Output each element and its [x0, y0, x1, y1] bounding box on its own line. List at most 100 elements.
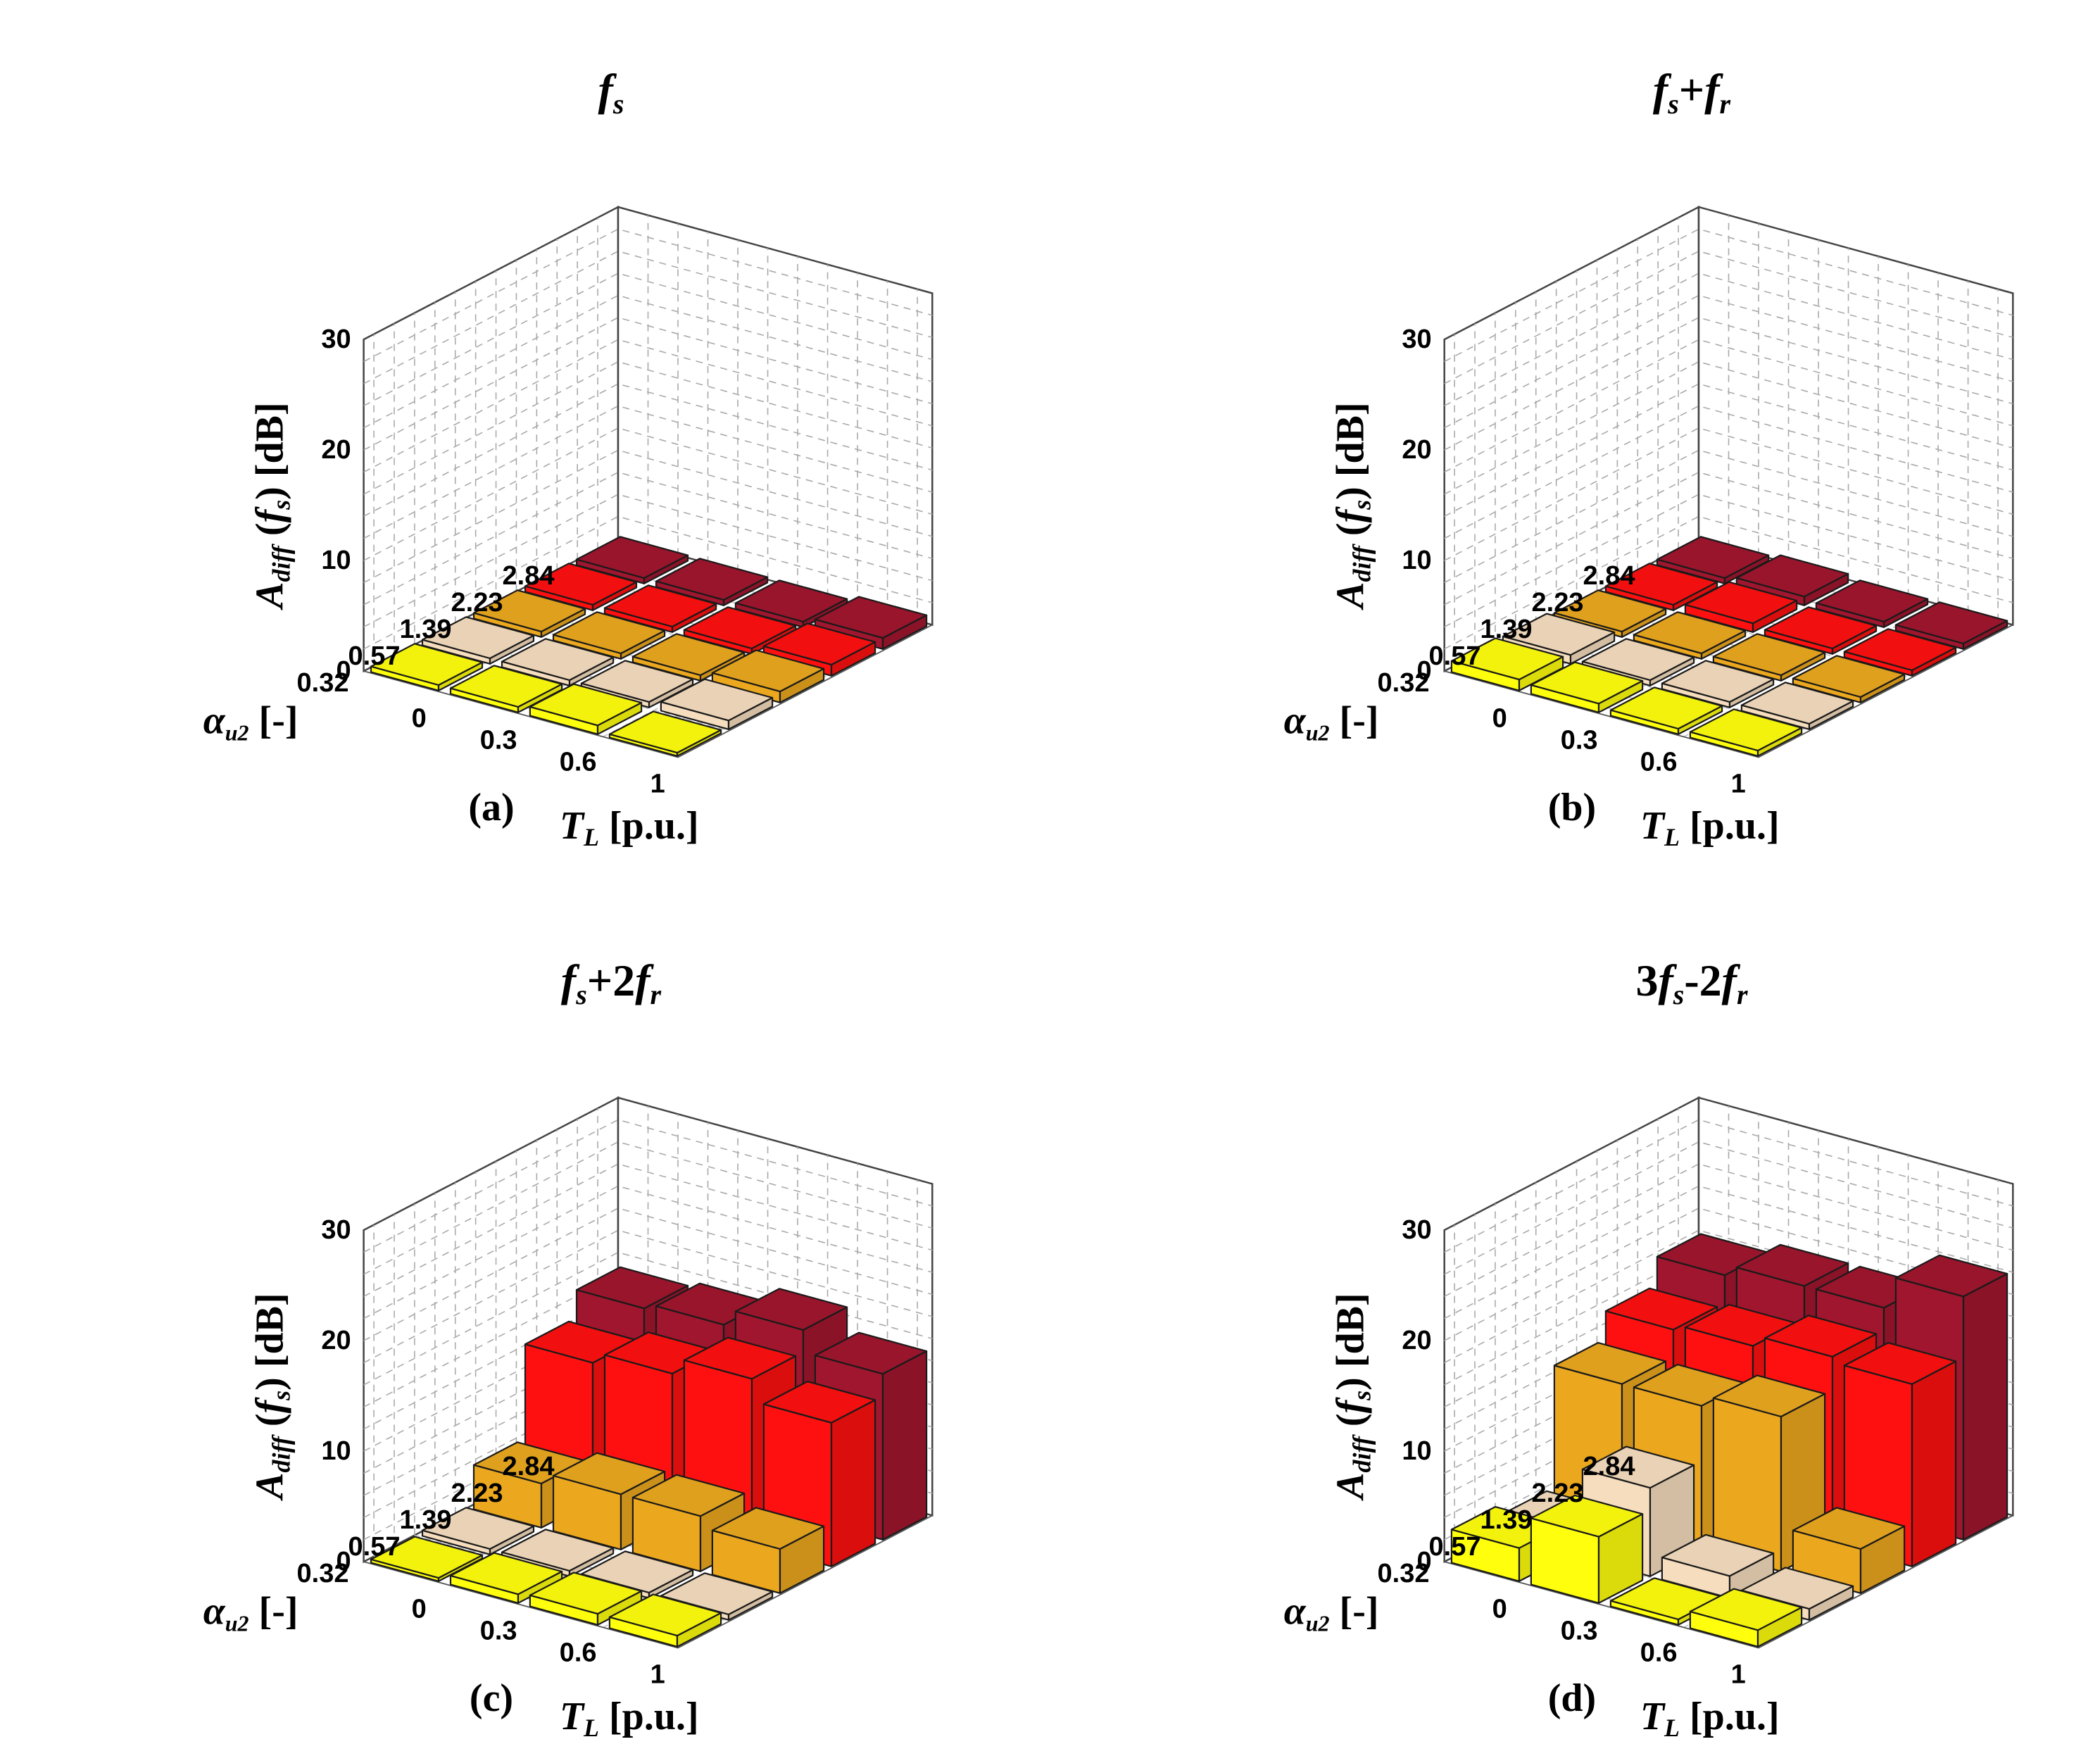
tl-tick-label: 1	[650, 1660, 665, 1690]
alpha-tick-label: 0.32	[297, 668, 349, 698]
bar-0.57-1	[660, 678, 774, 730]
bar-2.23-0.3	[603, 584, 717, 633]
z-tick-label: 0	[337, 656, 351, 686]
z-axis-label: Adiff (fs) [dB]	[1329, 402, 1376, 610]
z-tick-label: 20	[1402, 1326, 1431, 1355]
bar-0.32-0.6	[529, 683, 643, 735]
tl-tick-label: 1	[650, 770, 665, 799]
alpha-tick-label: 2.23	[1532, 588, 1584, 617]
bar-2.23-0	[524, 563, 638, 611]
tl-tick-label: 0	[1492, 1595, 1507, 1624]
z-tick-label: 10	[1402, 546, 1431, 575]
bar-2.84-1	[1894, 601, 2008, 650]
tl-tick-label: 0.6	[560, 1638, 597, 1668]
bars	[370, 1266, 928, 1648]
z-tick-label: 30	[1402, 1215, 1431, 1245]
z-axis-label: Adiff (fs) [dB]	[249, 1293, 296, 1500]
tl-tick-label: 0.6	[1640, 748, 1678, 777]
bar-0.32-0.6	[529, 1572, 643, 1626]
bar-0.32-0.3	[1530, 661, 1644, 713]
tl-tick-label: 0.6	[560, 748, 597, 777]
tl-tick-label: 1	[1731, 770, 1746, 799]
alpha-tick-label: 2.84	[503, 561, 555, 591]
bar-2.84-0.3	[655, 558, 769, 606]
bar-0.32-1	[1689, 708, 1803, 757]
alpha-tick-label: 2.84	[1583, 561, 1635, 591]
bar-0.32-1	[1689, 1588, 1803, 1648]
alpha-tick-label: 0.57	[1429, 641, 1481, 671]
tl-tick-label: 0.3	[480, 1617, 517, 1646]
tl-tick-label: 0.3	[1561, 1617, 1598, 1646]
alpha-tick-label: 0.57	[348, 1532, 401, 1562]
bar-0.57-0.3	[501, 1529, 615, 1577]
bar-1.39-0.6	[1712, 633, 1826, 682]
alpha-tick-label: 2.23	[451, 588, 503, 617]
bar-0.32-0.3	[1530, 1494, 1644, 1604]
chart-panel-b: 01020302.842.231.390.570.3200.30.61fs+fr…	[1284, 65, 2014, 851]
alpha-axis-label: αu2 [-]	[203, 1590, 298, 1636]
chart-panel-d: 01020302.842.231.390.570.3200.30.613fs-2…	[1284, 955, 2014, 1742]
bar-0.57-1	[1740, 682, 1854, 730]
bar-2.23-1	[1843, 628, 1957, 677]
z-tick-label: 0	[337, 1547, 351, 1576]
tl-axis-label: TL [p.u.]	[1640, 804, 1780, 851]
bar-1.39-1	[711, 1507, 825, 1594]
chart-title: fs	[598, 65, 624, 120]
tl-axis-label: TL [p.u.]	[560, 804, 699, 851]
bar-2.23-0.3	[1684, 581, 1798, 633]
bar-0.57-0.6	[1661, 1533, 1775, 1599]
tl-axis-label: TL [p.u.]	[1640, 1695, 1780, 1742]
chart-title: fs+fr	[1653, 65, 1731, 120]
bar-0.32-0	[370, 1536, 484, 1582]
alpha-tick-label: 1.39	[400, 615, 452, 644]
alpha-axis-label: αu2 [-]	[203, 699, 298, 746]
tl-tick-label: 0	[412, 1595, 427, 1624]
z-tick-label: 20	[321, 1326, 351, 1355]
panel-label: (a)	[468, 786, 514, 829]
z-tick-label: 10	[321, 1436, 351, 1466]
panel-label: (d)	[1548, 1676, 1596, 1720]
bar-2.84-0.6	[734, 579, 848, 628]
tl-tick-label: 0.3	[1561, 726, 1598, 755]
z-tick-label: 10	[1402, 1436, 1431, 1466]
bar-2.84-0.3	[1735, 554, 1849, 606]
chart-title: 3fs-2fr	[1635, 955, 1748, 1010]
alpha-tick-label: 2.84	[503, 1452, 555, 1481]
bar-0.57-0	[421, 1507, 535, 1555]
bar-2.23-0.6	[1763, 606, 1878, 655]
tl-tick-label: 0	[412, 704, 427, 734]
bar-2.84-0	[575, 536, 689, 584]
alpha-tick-label: 1.39	[1480, 615, 1533, 644]
bar-2.84-0.6	[1815, 579, 1929, 628]
alpha-tick-label: 2.23	[451, 1479, 503, 1508]
panel-label: (c)	[470, 1676, 513, 1720]
alpha-tick-label: 2.84	[1583, 1452, 1635, 1481]
tl-tick-label: 0.3	[480, 726, 517, 755]
tl-axis-label: TL [p.u.]	[560, 1695, 699, 1742]
z-tick-label: 0	[1417, 1547, 1432, 1576]
z-axis-label: Adiff (fs) [dB]	[1329, 1293, 1376, 1500]
z-tick-label: 20	[1402, 435, 1431, 465]
z-tick-label: 20	[321, 435, 351, 465]
bar-0.57-0	[421, 616, 535, 665]
bars	[1450, 1233, 2008, 1648]
alpha-axis-label: αu2 [-]	[1284, 1590, 1379, 1636]
alpha-tick-label: 1.39	[1480, 1505, 1533, 1535]
z-axis-label: Adiff (fs) [dB]	[249, 402, 296, 610]
alpha-tick-label: 0.32	[1378, 668, 1430, 698]
bar-0.32-1	[608, 710, 722, 757]
bar-0.32-0	[370, 643, 484, 691]
alpha-tick-label: 0.57	[348, 641, 401, 671]
bar-2.23-0	[1604, 563, 1718, 611]
bar-1.39-0.3	[1633, 611, 1747, 660]
alpha-tick-label: 0.57	[1429, 1532, 1481, 1562]
bar-0.32-0	[1450, 637, 1564, 691]
alpha-tick-label: 1.39	[400, 1505, 452, 1535]
chart-panel-a: 01020302.842.231.390.570.3200.30.61fsAdi…	[203, 65, 933, 851]
z-tick-label: 30	[321, 325, 351, 354]
chart-title: fs+2fr	[561, 955, 662, 1010]
tl-tick-label: 0	[1492, 704, 1507, 734]
alpha-axis-label: αu2 [-]	[1284, 699, 1379, 746]
tl-tick-label: 0.6	[1640, 1638, 1678, 1668]
